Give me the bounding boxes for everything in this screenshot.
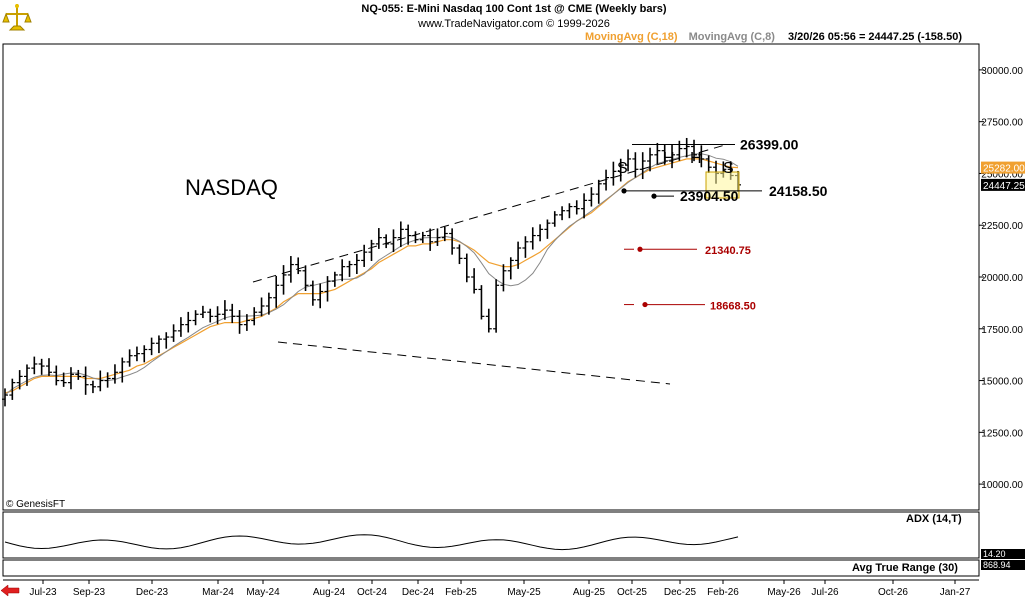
level-label: 23904.50 bbox=[680, 188, 739, 204]
y-tick-label: 17500.00 bbox=[981, 325, 1023, 336]
level-dot bbox=[621, 188, 627, 194]
level-label: 26399.00 bbox=[740, 136, 799, 152]
x-tick-label: Jul-23 bbox=[29, 587, 57, 598]
indicator-legend: MovingAvg (C,18) MovingAvg (C,8) 3/20/26… bbox=[585, 31, 970, 43]
x-tick-label: Sep-23 bbox=[73, 587, 106, 598]
x-tick-label: Dec-24 bbox=[402, 587, 435, 598]
level-label: 21340.75 bbox=[705, 245, 751, 257]
x-tick-label: Jul-26 bbox=[811, 587, 839, 598]
level-label: 18668.50 bbox=[710, 301, 756, 313]
atr-label: Avg True Range (30) bbox=[852, 562, 958, 574]
x-tick-label: Feb-25 bbox=[445, 587, 477, 598]
head-shoulders-labels: S H H S bbox=[617, 150, 734, 177]
chart-title: NQ-055: E-Mini Nasdaq 100 Cont 1st @ CME… bbox=[361, 3, 667, 15]
x-tick-label: Feb-26 bbox=[707, 587, 739, 598]
price-tag-label: 24447.25 bbox=[983, 181, 1025, 192]
trade-navigator-logo-icon bbox=[2, 2, 32, 32]
x-tick-label: Oct-24 bbox=[357, 587, 387, 598]
pattern-label: S bbox=[723, 160, 734, 177]
legend-quote: 3/20/26 05:56 = 24447.25 (-158.50) bbox=[788, 31, 962, 43]
chart-subtitle: www.TradeNavigator.com © 1999-2026 bbox=[418, 18, 610, 30]
x-tick-label: May-24 bbox=[246, 587, 280, 598]
adx-value: 14.20 bbox=[983, 549, 1006, 559]
trend-lines bbox=[252, 144, 726, 385]
x-tick-label: Dec-23 bbox=[136, 587, 169, 598]
lower-channel-line bbox=[277, 341, 671, 385]
price-bars bbox=[2, 137, 741, 407]
x-tick-label: Aug-24 bbox=[313, 587, 346, 598]
x-tick-label: Dec-25 bbox=[664, 587, 697, 598]
x-tick-label: Jan-27 bbox=[940, 587, 971, 598]
x-tick-label: Mar-24 bbox=[202, 587, 234, 598]
level-label: 24158.50 bbox=[769, 183, 828, 199]
x-tick-label: May-25 bbox=[507, 587, 541, 598]
legend-ma8[interactable]: MovingAvg (C,8) bbox=[688, 31, 775, 43]
price-tag-box bbox=[981, 178, 1025, 191]
adx-value-tag bbox=[981, 549, 1025, 559]
level-dot bbox=[637, 246, 643, 252]
x-tick-label: Oct-25 bbox=[617, 587, 647, 598]
level-dot bbox=[642, 301, 648, 308]
price-levels: 26399.00 24158.50 23904.50 21340.75 18668.50 bbox=[621, 136, 828, 313]
pattern-label: H bbox=[690, 150, 702, 167]
highlight-box bbox=[705, 171, 740, 199]
y-tick-label: 20000.00 bbox=[981, 273, 1023, 284]
x-tick-label: Oct-26 bbox=[878, 587, 908, 598]
y-tick-label: 10000.00 bbox=[981, 480, 1023, 491]
nasdaq-annotation: NASDAQ bbox=[185, 175, 278, 200]
adx-panel-frame bbox=[2, 511, 980, 559]
scroll-left-arrow-icon[interactable] bbox=[0, 584, 20, 597]
atr-value-tag bbox=[981, 560, 1025, 570]
adx-line bbox=[4, 534, 739, 551]
x-axis: Jul-23 Sep-23 Dec-23 Mar-24 May-24 Aug-24 Oct-… bbox=[29, 580, 971, 598]
genesis-watermark: © GenesisFT bbox=[6, 499, 65, 510]
y-axis: 30000.00 27500.00 25000.00 22500.00 20000.00… bbox=[979, 66, 1023, 491]
price-tags: 25282.00 24447.25 bbox=[981, 161, 1025, 192]
price-tag-label: 25282.00 bbox=[983, 164, 1025, 175]
upper-channel-line bbox=[252, 144, 726, 283]
y-tick-label: 12500.00 bbox=[981, 428, 1023, 439]
x-tick-label: Aug-25 bbox=[573, 587, 606, 598]
atr-panel-frame bbox=[2, 559, 980, 577]
price-tag-box bbox=[981, 161, 1025, 174]
legend-ma18[interactable]: MovingAvg (C,18) bbox=[585, 31, 678, 43]
atr-value: 868.94 bbox=[983, 560, 1011, 570]
y-tick-label: 25000.00 bbox=[981, 169, 1023, 180]
y-tick-label: 22500.00 bbox=[981, 221, 1023, 232]
price-panel-frame bbox=[2, 43, 980, 511]
pattern-label: H bbox=[663, 150, 675, 167]
ma8-line bbox=[4, 153, 739, 396]
x-tick-label: May-26 bbox=[767, 587, 801, 598]
ma18-line bbox=[4, 158, 739, 394]
pattern-label: S bbox=[617, 160, 628, 177]
y-tick-label: 27500.00 bbox=[981, 118, 1023, 129]
y-tick-label: 30000.00 bbox=[981, 66, 1023, 77]
adx-label: ADX (14,T) bbox=[906, 513, 962, 525]
y-tick-label: 15000.00 bbox=[981, 377, 1023, 388]
level-dot bbox=[651, 193, 657, 199]
